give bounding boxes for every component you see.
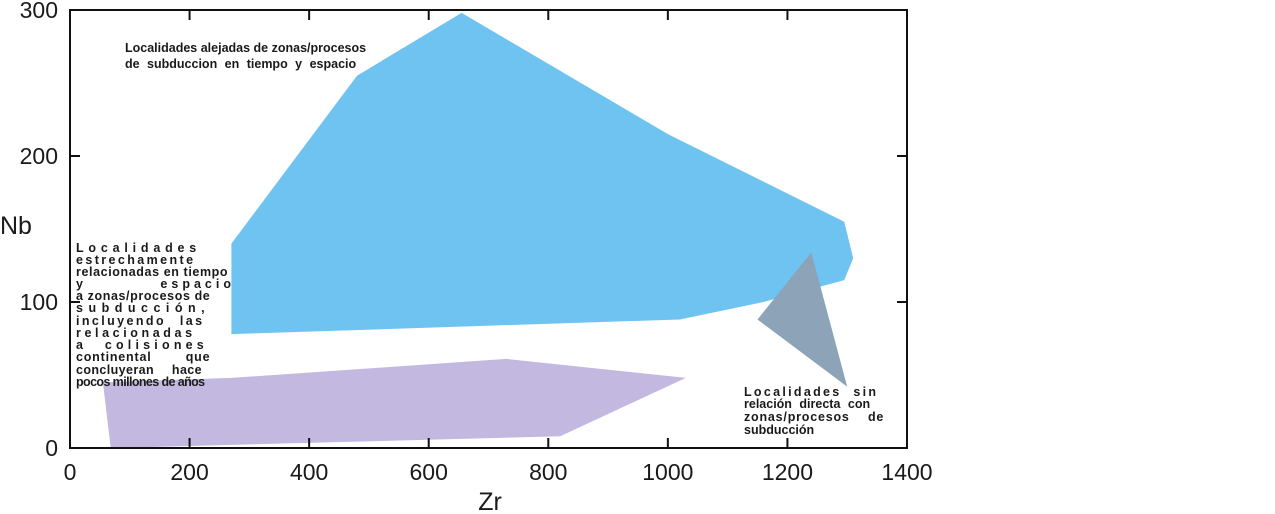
region-label-related: Localidades estrechamente relacionadas e… [76,241,239,389]
region-label-distant: Localidades alejadas de zonas/procesos d… [125,41,370,71]
region-related [102,358,686,448]
x-tick-label: 200 [170,459,208,485]
y-tick-label: 200 [20,143,58,169]
region-unrelated [757,252,848,387]
x-tick-label: 400 [290,459,328,485]
x-axis-title: Zr [478,488,502,514]
region-distant [231,12,854,335]
y-axis-title: Nb [0,212,32,240]
plot-frame [69,9,908,449]
x-tick-label: 1200 [762,459,813,485]
x-tick-label: 600 [410,459,448,485]
region-label-unrelated: Localidades sin relación directa con zon… [744,385,888,437]
y-tick-label: 0 [45,435,58,461]
axes: 0 200 400 600 800 1000 1200 1400 0 100 200 300 [20,0,933,485]
x-tick-label: 0 [64,459,77,485]
x-tick-label: 1000 [642,459,693,485]
x-tick-label: 1400 [881,459,932,485]
y-tick-label: 100 [20,289,58,315]
x-tick-label: 800 [529,459,567,485]
y-tick-label: 300 [20,0,58,23]
region-polygons [102,12,854,448]
